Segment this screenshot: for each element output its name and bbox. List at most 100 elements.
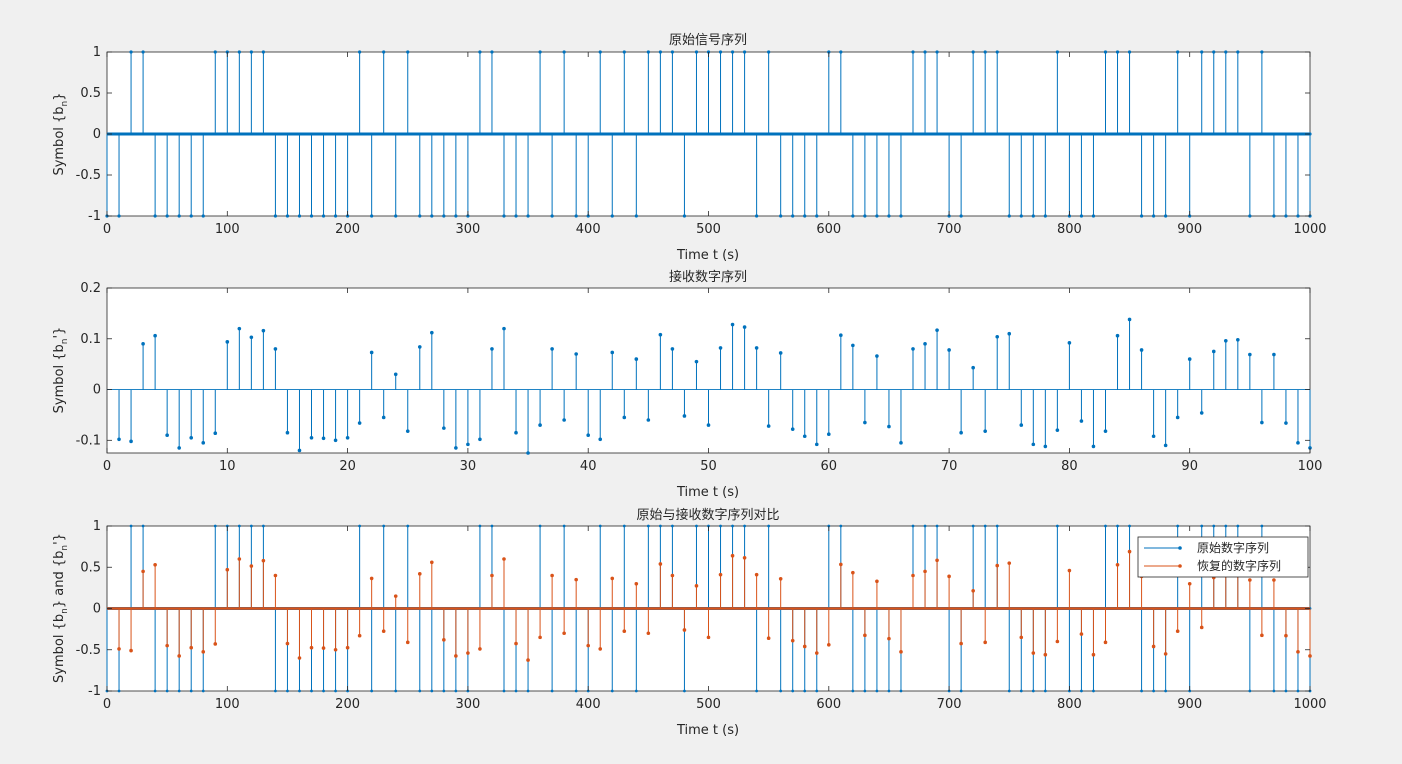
stem-marker-original	[971, 524, 975, 528]
stem-marker-recovered	[1151, 644, 1156, 649]
stem-marker-recovered	[201, 650, 206, 654]
stem-marker	[381, 415, 386, 420]
stem-marker	[1103, 429, 1108, 433]
stem-marker-recovered	[923, 569, 927, 574]
stem-marker	[321, 436, 326, 441]
stem-marker	[562, 50, 566, 54]
stem-marker-original	[382, 524, 386, 528]
stem-marker-recovered	[863, 633, 867, 638]
stem-marker-original	[622, 524, 626, 528]
stem-marker	[839, 50, 843, 54]
stem-marker	[261, 328, 266, 333]
x-axis-label: Time t (s)	[676, 723, 739, 738]
stem-marker	[129, 439, 133, 444]
x-tick-label: 60	[821, 459, 838, 474]
axes-received-sequence[interactable]: 0 10 20 30 40 50 60 70 80 90 100-0.100.10.2 接收数字序列…	[52, 269, 1322, 500]
stem-marker	[1199, 411, 1204, 415]
stem-marker-original	[490, 524, 494, 528]
stem-marker-original	[1080, 689, 1083, 693]
stem-marker-recovered	[478, 647, 482, 651]
stem-marker-recovered	[405, 640, 410, 645]
stem-marker-original	[1296, 689, 1300, 693]
stem-marker-recovered	[261, 558, 266, 563]
stem-marker-recovered	[1055, 639, 1060, 644]
stem-marker-recovered	[827, 643, 831, 647]
stem-marker	[766, 424, 771, 428]
stem-marker	[502, 214, 506, 218]
stem-marker	[827, 432, 831, 437]
stem-marker	[357, 421, 362, 425]
stem-marker	[971, 50, 975, 54]
stem-marker	[1007, 214, 1011, 218]
stem-marker-recovered	[911, 573, 915, 578]
stem-marker-original	[959, 689, 963, 693]
axes-comparison[interactable]: 0 100 200 300 400 500 600 700 800 900 1000 -1 -0.5 0 0…	[52, 507, 1327, 738]
y-axis-label-subscript: n	[60, 101, 70, 107]
y-tick-label: 1	[93, 519, 101, 534]
stem-marker	[1236, 50, 1240, 54]
stem-marker-original	[1164, 689, 1168, 693]
stem-marker-original	[610, 689, 614, 693]
stem-marker-recovered	[1199, 625, 1204, 630]
stem-marker-recovered	[1043, 652, 1048, 657]
y-tick-label: -0.5	[76, 168, 101, 183]
stem-marker-original	[671, 524, 674, 528]
stem-marker-original	[1284, 689, 1288, 693]
stem-marker-recovered	[153, 562, 157, 567]
stem-marker	[526, 451, 530, 455]
stem-marker-recovered	[766, 636, 771, 640]
stem-marker	[177, 214, 181, 218]
stem-marker	[309, 214, 314, 218]
y-axis-label-subscript: n	[60, 339, 70, 345]
stem-marker-recovered	[225, 567, 230, 572]
y-tick-label: 0	[93, 602, 101, 617]
stem-marker-recovered	[778, 577, 783, 581]
stem-marker	[598, 437, 603, 442]
stem-marker-recovered	[995, 563, 1000, 568]
stem-marker	[1067, 341, 1072, 345]
stem-marker-recovered	[670, 573, 675, 578]
stem-marker-recovered	[1260, 633, 1264, 638]
axes-original-signal[interactable]: 0 100 200 300 400 500 600 700 800 900 1000 -1 -0.5 0 0…	[52, 33, 1327, 263]
x-axis-label: Time t (s)	[676, 248, 739, 263]
stem-marker-original	[899, 689, 903, 693]
stem-marker-recovered	[983, 640, 987, 645]
legend-label-original: 原始数字序列	[1197, 540, 1269, 555]
stem-marker	[887, 424, 891, 429]
stem-marker	[923, 50, 927, 54]
stem-marker	[1236, 337, 1240, 342]
legend[interactable]: 原始数字序列 恢复的数字序列	[1137, 536, 1309, 578]
stem-marker	[730, 50, 735, 54]
stem-marker-original	[177, 689, 181, 693]
x-tick-label: 700	[937, 222, 962, 237]
stem-marker-recovered	[526, 658, 530, 662]
stem-marker	[899, 441, 903, 445]
stem-marker	[778, 351, 783, 355]
stem-marker	[598, 50, 602, 54]
stem-marker-original	[1019, 689, 1023, 693]
stem-marker-original	[1055, 524, 1059, 528]
stem-marker-recovered	[273, 573, 278, 578]
x-tick-label: 200	[335, 697, 360, 712]
stem-marker	[1187, 357, 1192, 361]
stem-marker	[1272, 214, 1276, 218]
stem-marker-recovered	[333, 647, 338, 652]
stem-marker	[742, 50, 747, 54]
stem-marker-recovered	[1019, 635, 1024, 640]
stem-marker-original	[1212, 524, 1216, 528]
stem-marker-original	[201, 689, 205, 693]
stem-marker-recovered	[141, 569, 145, 574]
stem-marker	[273, 214, 278, 218]
stem-marker	[358, 50, 362, 54]
stem-marker-original	[1236, 524, 1240, 528]
stem-marker	[1127, 50, 1132, 54]
stem-marker-original	[117, 689, 121, 693]
stem-marker	[658, 50, 662, 54]
stem-marker	[899, 214, 903, 218]
stem-marker-recovered	[1175, 629, 1180, 633]
x-tick-label: 1000	[1293, 222, 1326, 237]
stem-marker	[1139, 214, 1144, 218]
stem-marker	[634, 214, 638, 218]
stem-marker-original	[286, 689, 289, 693]
stem-marker	[1272, 352, 1276, 357]
